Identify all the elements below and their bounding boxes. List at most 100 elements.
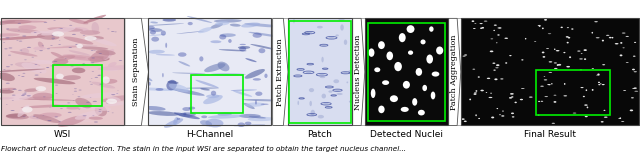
Circle shape: [75, 44, 79, 45]
Circle shape: [328, 86, 332, 88]
Ellipse shape: [164, 118, 183, 128]
Ellipse shape: [48, 46, 83, 48]
Ellipse shape: [511, 112, 514, 114]
Ellipse shape: [461, 118, 465, 120]
Ellipse shape: [149, 34, 166, 36]
Ellipse shape: [515, 102, 517, 103]
Ellipse shape: [293, 18, 294, 23]
Ellipse shape: [91, 102, 129, 107]
Ellipse shape: [429, 26, 433, 32]
Ellipse shape: [382, 80, 389, 85]
Circle shape: [335, 90, 340, 91]
Ellipse shape: [310, 110, 315, 116]
Ellipse shape: [208, 114, 244, 119]
Circle shape: [13, 89, 17, 90]
Ellipse shape: [538, 25, 541, 26]
Ellipse shape: [592, 89, 593, 91]
Ellipse shape: [84, 36, 97, 41]
Ellipse shape: [420, 39, 426, 44]
Ellipse shape: [403, 81, 410, 89]
Ellipse shape: [554, 49, 556, 50]
Ellipse shape: [620, 54, 623, 56]
Circle shape: [58, 121, 61, 122]
Circle shape: [306, 72, 311, 73]
Circle shape: [300, 98, 303, 99]
Ellipse shape: [92, 82, 115, 88]
Text: Patch Aggregation: Patch Aggregation: [450, 34, 458, 110]
Ellipse shape: [602, 40, 604, 41]
Ellipse shape: [584, 49, 587, 51]
Circle shape: [93, 101, 97, 102]
Ellipse shape: [200, 88, 210, 91]
Ellipse shape: [264, 74, 268, 78]
Ellipse shape: [554, 101, 556, 103]
Ellipse shape: [568, 37, 570, 39]
Circle shape: [308, 64, 312, 65]
Ellipse shape: [554, 68, 557, 69]
Ellipse shape: [501, 115, 504, 117]
Circle shape: [53, 61, 58, 62]
Ellipse shape: [0, 90, 14, 94]
Ellipse shape: [497, 34, 500, 36]
Ellipse shape: [505, 62, 508, 64]
Ellipse shape: [177, 31, 205, 34]
Ellipse shape: [92, 22, 99, 34]
Ellipse shape: [60, 120, 93, 121]
Polygon shape: [449, 18, 461, 125]
Ellipse shape: [488, 97, 492, 98]
Ellipse shape: [13, 21, 47, 23]
Ellipse shape: [36, 86, 46, 91]
Ellipse shape: [618, 118, 621, 119]
Ellipse shape: [250, 44, 276, 50]
Ellipse shape: [476, 90, 477, 92]
Ellipse shape: [80, 30, 100, 35]
Ellipse shape: [472, 20, 474, 22]
Ellipse shape: [47, 27, 83, 32]
Ellipse shape: [346, 81, 348, 83]
Ellipse shape: [374, 67, 380, 72]
Ellipse shape: [625, 36, 629, 37]
Bar: [125, 18, 148, 125]
Text: Nucleus Detection: Nucleus Detection: [354, 34, 362, 110]
Circle shape: [60, 28, 63, 29]
Ellipse shape: [487, 78, 490, 79]
Ellipse shape: [245, 58, 257, 62]
Ellipse shape: [426, 54, 433, 64]
Ellipse shape: [481, 90, 484, 91]
Bar: [148, 18, 271, 125]
Ellipse shape: [548, 72, 552, 73]
Ellipse shape: [133, 88, 177, 91]
Ellipse shape: [604, 117, 607, 118]
Ellipse shape: [148, 82, 151, 86]
Ellipse shape: [145, 106, 166, 111]
Ellipse shape: [89, 117, 103, 120]
Ellipse shape: [148, 23, 184, 26]
Ellipse shape: [371, 89, 376, 98]
Ellipse shape: [494, 24, 497, 26]
Ellipse shape: [630, 110, 633, 111]
Ellipse shape: [211, 91, 216, 96]
Ellipse shape: [86, 36, 104, 40]
Ellipse shape: [255, 100, 257, 105]
Ellipse shape: [538, 115, 540, 116]
Ellipse shape: [546, 48, 549, 49]
Circle shape: [35, 64, 37, 65]
Ellipse shape: [0, 69, 11, 74]
Ellipse shape: [534, 41, 536, 42]
Ellipse shape: [633, 56, 636, 57]
Text: WSI: WSI: [54, 130, 71, 139]
Ellipse shape: [188, 22, 193, 25]
Circle shape: [27, 47, 31, 48]
Ellipse shape: [620, 42, 622, 44]
Ellipse shape: [539, 26, 541, 27]
Ellipse shape: [200, 120, 212, 126]
Ellipse shape: [415, 68, 422, 76]
Ellipse shape: [75, 110, 102, 120]
Ellipse shape: [58, 116, 86, 127]
Circle shape: [49, 107, 51, 108]
Ellipse shape: [339, 19, 344, 21]
Ellipse shape: [484, 21, 488, 22]
Ellipse shape: [259, 48, 266, 53]
Ellipse shape: [70, 56, 86, 58]
Ellipse shape: [179, 61, 190, 66]
